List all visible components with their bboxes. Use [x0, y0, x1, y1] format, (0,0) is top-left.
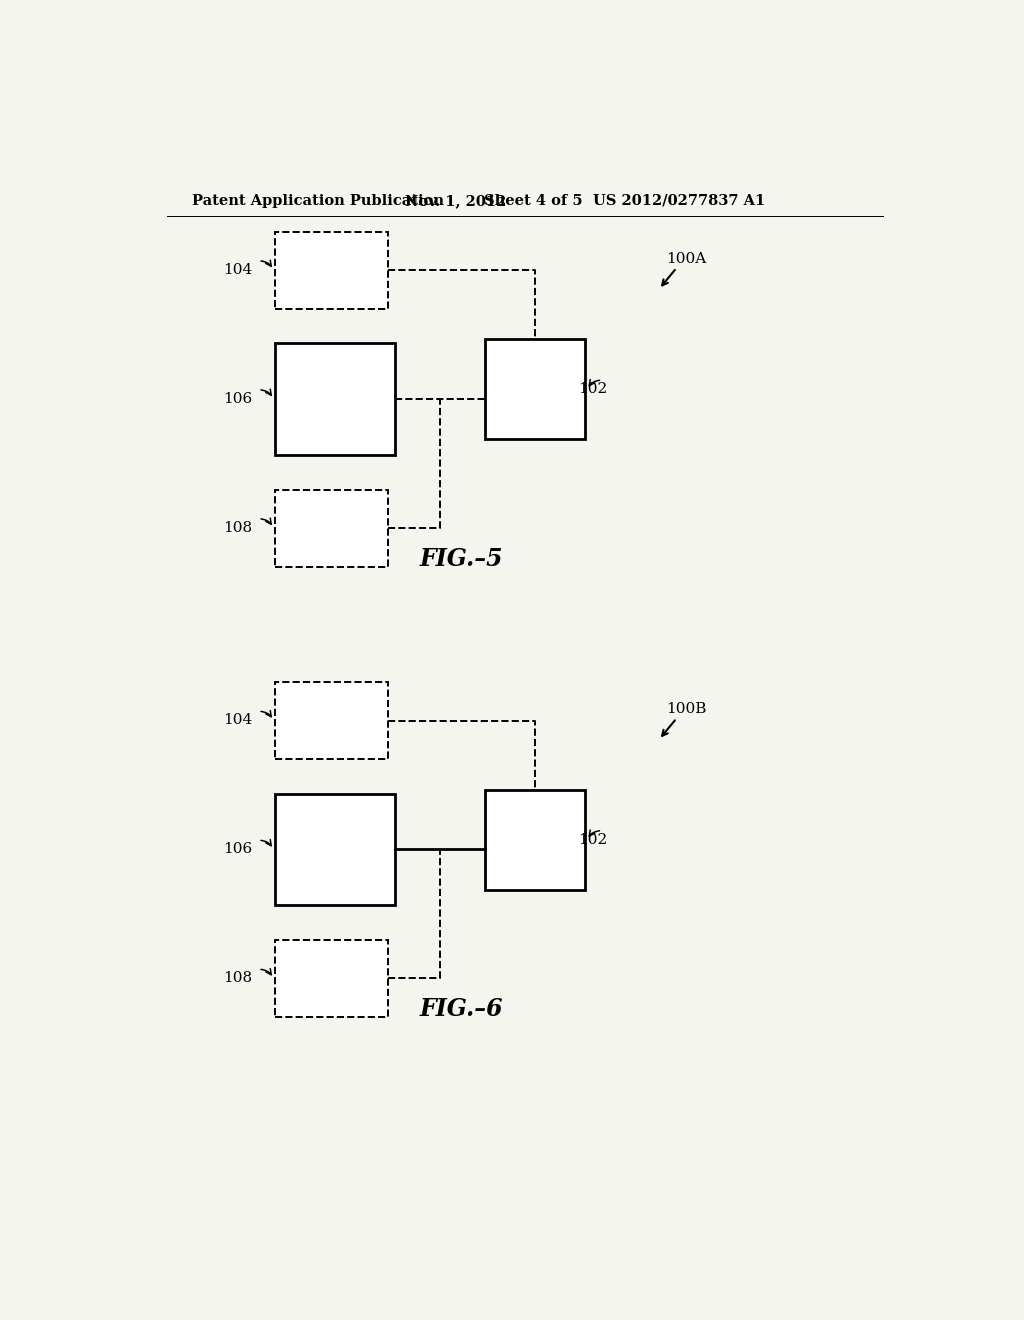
- Bar: [275, 682, 388, 759]
- Text: Nov. 1, 2012: Nov. 1, 2012: [406, 194, 507, 207]
- Text: FIG.–6: FIG.–6: [420, 997, 503, 1022]
- Text: 102: 102: [578, 833, 607, 847]
- Text: 106: 106: [223, 392, 252, 407]
- Text: FIG.–5: FIG.–5: [420, 546, 503, 570]
- Bar: [484, 789, 586, 890]
- Bar: [275, 231, 388, 309]
- Text: 108: 108: [223, 521, 252, 535]
- Text: 100A: 100A: [667, 252, 707, 265]
- Text: 106: 106: [223, 842, 252, 857]
- Text: 102: 102: [578, 383, 607, 396]
- Bar: [275, 343, 395, 455]
- Text: Patent Application Publication: Patent Application Publication: [191, 194, 443, 207]
- Bar: [275, 490, 388, 566]
- Text: Sheet 4 of 5: Sheet 4 of 5: [484, 194, 583, 207]
- Bar: [275, 940, 388, 1016]
- Bar: [275, 793, 395, 906]
- Text: 108: 108: [223, 972, 252, 986]
- Text: 100B: 100B: [667, 702, 707, 715]
- Text: 104: 104: [223, 714, 252, 727]
- Text: US 2012/0277837 A1: US 2012/0277837 A1: [593, 194, 765, 207]
- Bar: [484, 339, 586, 440]
- Text: 104: 104: [223, 263, 252, 277]
